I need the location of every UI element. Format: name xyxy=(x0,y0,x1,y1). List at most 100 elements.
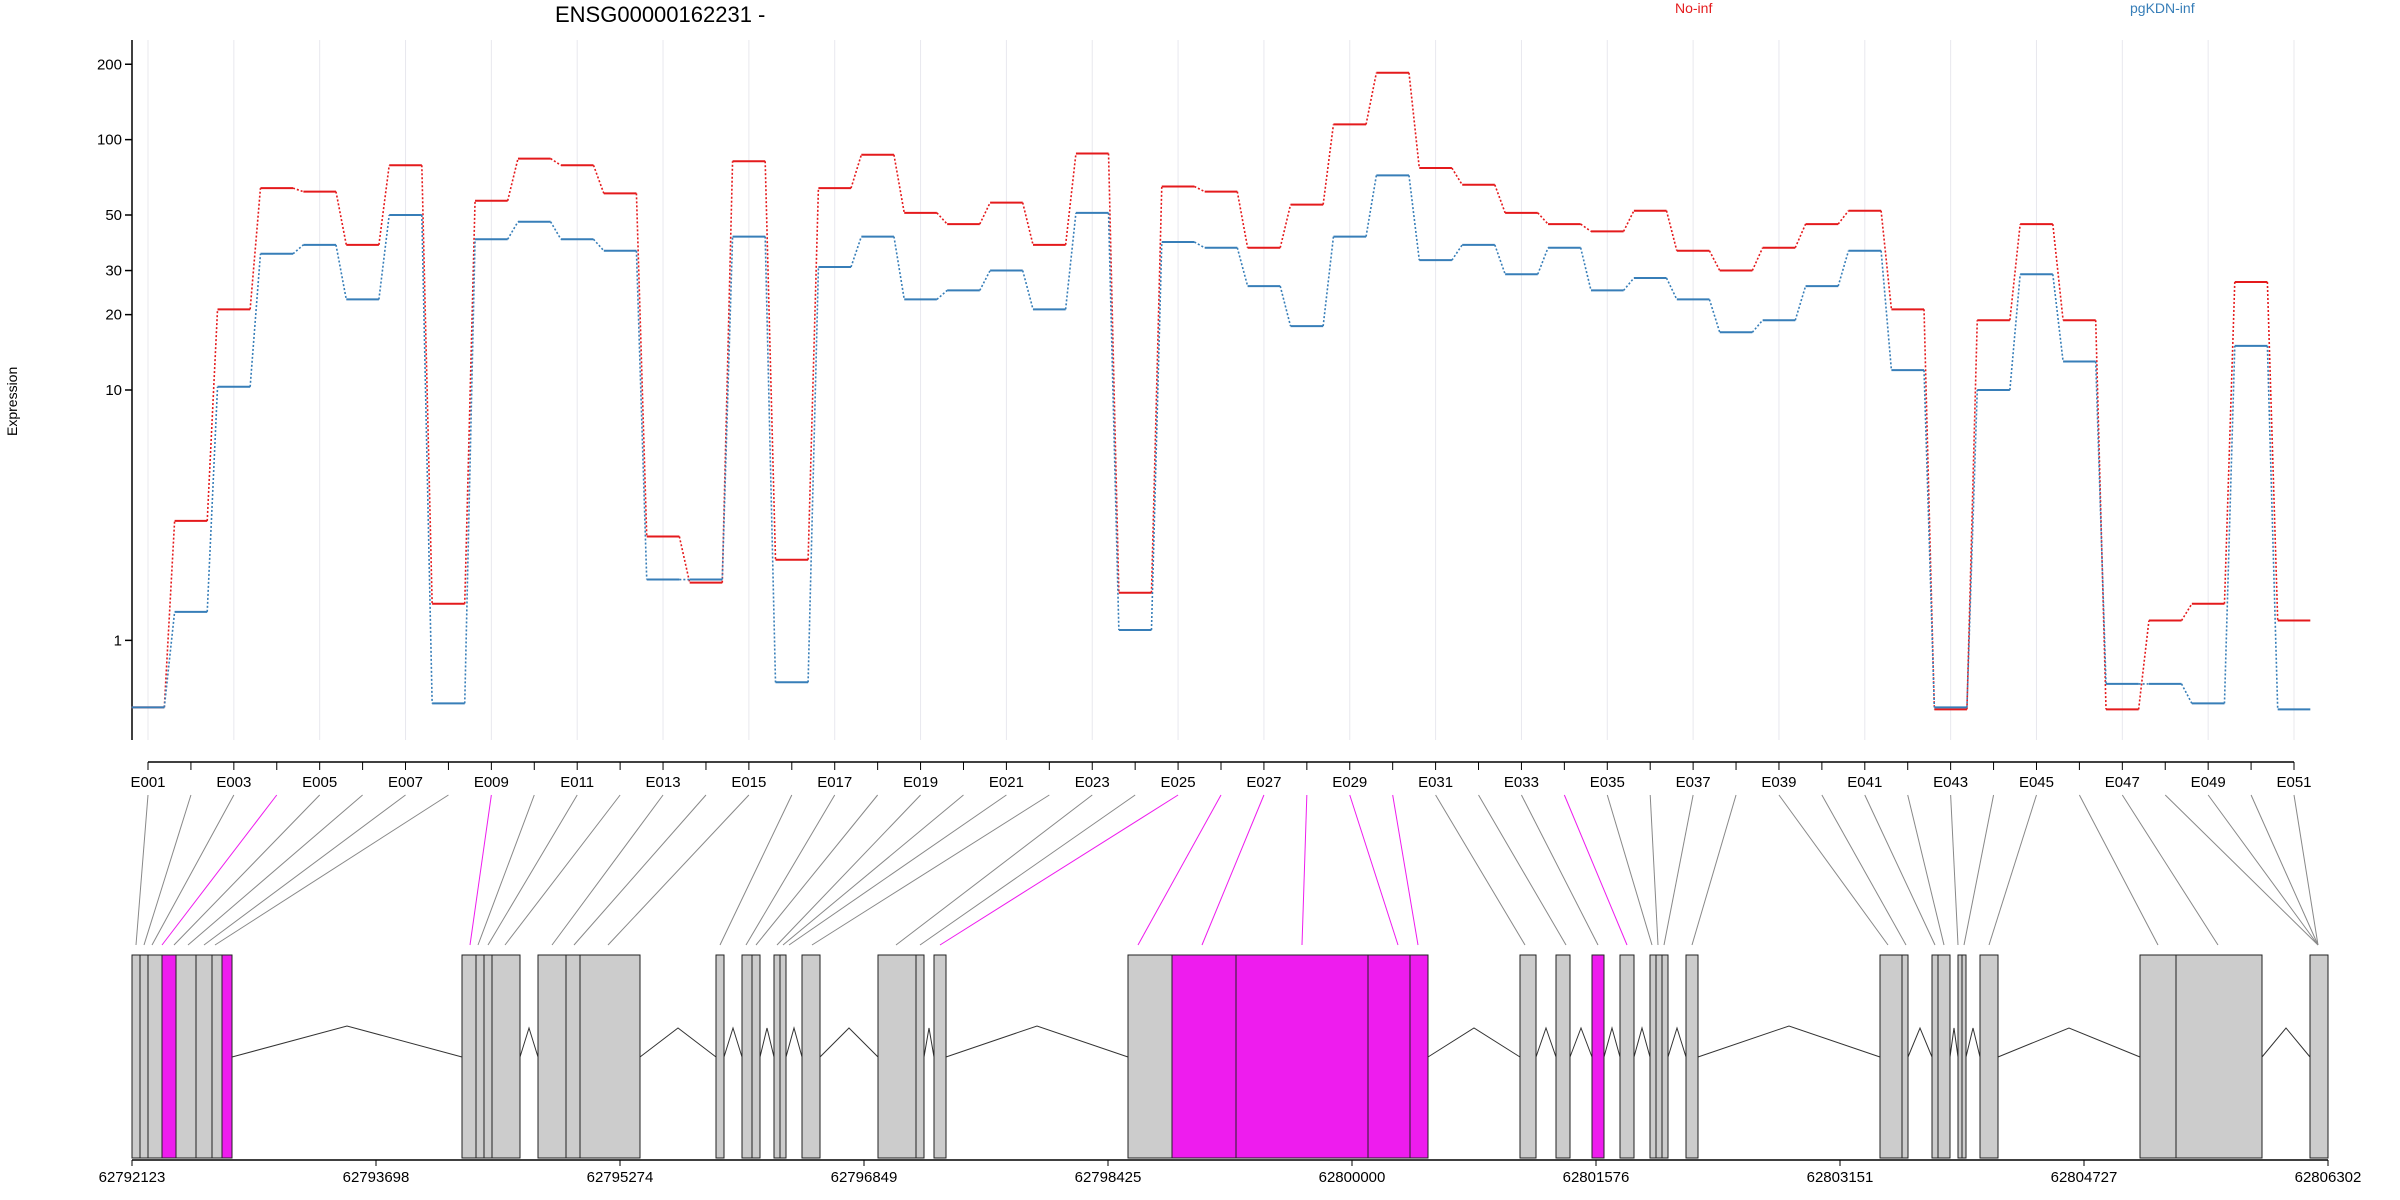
series-connector xyxy=(807,188,820,560)
exon-connector xyxy=(1950,794,1959,946)
series-connector xyxy=(1966,320,1979,710)
exon-connector xyxy=(2250,794,2319,946)
intron-line xyxy=(819,1027,879,1058)
exon-connector xyxy=(607,794,750,946)
series-connector xyxy=(1494,184,1506,214)
series-connector xyxy=(2009,223,2021,321)
series-connector xyxy=(1923,309,1936,710)
x-tick-label: E033 xyxy=(1504,774,1539,791)
series-0 xyxy=(131,71,2311,711)
series-connector xyxy=(335,244,348,300)
exon-block xyxy=(877,954,917,1159)
intron-line xyxy=(1633,1026,1651,1058)
exon-block xyxy=(1931,954,1939,1159)
series-connector xyxy=(1537,212,1549,225)
series-connector xyxy=(721,236,734,580)
exon-connector xyxy=(203,794,406,946)
x-tick-label: E035 xyxy=(1590,774,1625,791)
intron-line xyxy=(231,1025,463,1058)
x-tick-label: E049 xyxy=(2191,774,2226,791)
x-tick-label: E025 xyxy=(1161,774,1196,791)
grid xyxy=(147,40,2295,740)
intron-line xyxy=(759,1027,775,1058)
legend-pgkdn-inf: pgKDN-inf xyxy=(2130,0,2195,16)
series-connector xyxy=(2009,274,2021,391)
exon-block xyxy=(751,954,761,1159)
x-tick-label: E041 xyxy=(1847,774,1882,791)
genomic-tick-label: 62801576 xyxy=(1563,1169,1630,1186)
series-connector xyxy=(463,239,476,704)
genomic-tick-label: 62806302 xyxy=(2295,1169,2362,1186)
genomic-tick-label: 62804727 xyxy=(2051,1169,2118,1186)
exon-block xyxy=(1591,954,1605,1159)
series-connector xyxy=(635,250,648,580)
x-tick-label: E039 xyxy=(1761,774,1796,791)
exon-block xyxy=(1171,954,1237,1159)
chart-title: ENSG00000162231 - xyxy=(555,2,766,27)
series-lines xyxy=(131,71,2311,711)
y-tick-label: 50 xyxy=(105,207,122,224)
exon-connector xyxy=(573,794,707,946)
exon-block xyxy=(801,954,821,1159)
exon-connector xyxy=(1478,794,1567,946)
series-connector xyxy=(1279,204,1292,248)
exon-connector xyxy=(504,794,621,946)
series-connector xyxy=(1365,72,1378,125)
exon-connector xyxy=(1963,794,1995,946)
intron-line xyxy=(2261,1027,2311,1058)
exon-connector xyxy=(487,794,578,946)
intron-line xyxy=(519,1026,539,1058)
series-connector xyxy=(979,202,991,225)
exon-connector xyxy=(214,794,449,946)
exon-block xyxy=(1957,954,1963,1159)
exon-block xyxy=(1685,954,1699,1159)
series-connector xyxy=(378,165,391,245)
exon-connector xyxy=(895,794,1093,946)
exon-block xyxy=(537,954,567,1159)
exon-block xyxy=(741,954,753,1159)
intron-line xyxy=(785,1026,803,1058)
series-connector xyxy=(592,238,605,252)
exon-connector xyxy=(1392,794,1419,946)
exon-block xyxy=(2139,954,2177,1159)
exon-connectors xyxy=(135,794,2319,946)
intron-line xyxy=(923,1027,935,1058)
series-connector xyxy=(936,212,948,225)
exon-connector xyxy=(2293,794,2319,946)
exon-connector xyxy=(1606,794,1653,946)
series-connector xyxy=(2266,345,2279,710)
exon-block xyxy=(175,954,197,1159)
x-tick-label: E051 xyxy=(2276,774,2311,791)
x-tick-label: E043 xyxy=(1933,774,1968,791)
series-connector xyxy=(1451,167,1463,186)
series-connector xyxy=(1021,202,1034,246)
series-connector xyxy=(421,214,433,704)
series-connector xyxy=(1064,212,1077,310)
series-connector xyxy=(2266,281,2279,621)
intron-line xyxy=(1667,1026,1687,1058)
intron-line xyxy=(1965,1027,1981,1058)
exon-block xyxy=(1619,954,1635,1159)
series-connector xyxy=(1622,277,1635,291)
x-tick-label: E047 xyxy=(2105,774,2140,791)
series-connector xyxy=(335,191,348,245)
x-tick-label: E037 xyxy=(1676,774,1711,791)
series-connector xyxy=(163,520,176,708)
series-connector xyxy=(1451,244,1463,261)
exon-connector xyxy=(2121,794,2219,946)
series-connector xyxy=(1665,277,1678,300)
genomic-tick-label: 62796849 xyxy=(831,1169,898,1186)
exon-connector xyxy=(755,794,879,946)
series-connector xyxy=(592,164,605,194)
exon-block xyxy=(579,954,641,1159)
series-connector xyxy=(850,154,863,189)
series-connector xyxy=(1107,153,1120,593)
legend-no-inf: No-inf xyxy=(1675,0,1713,16)
series-connector xyxy=(2094,320,2107,710)
exon-connector xyxy=(1201,794,1265,946)
series-connector xyxy=(1751,247,1764,271)
exon-block xyxy=(461,954,477,1159)
series-connector xyxy=(1708,250,1721,271)
exon-block xyxy=(1961,954,1967,1159)
series-connector xyxy=(206,309,219,521)
